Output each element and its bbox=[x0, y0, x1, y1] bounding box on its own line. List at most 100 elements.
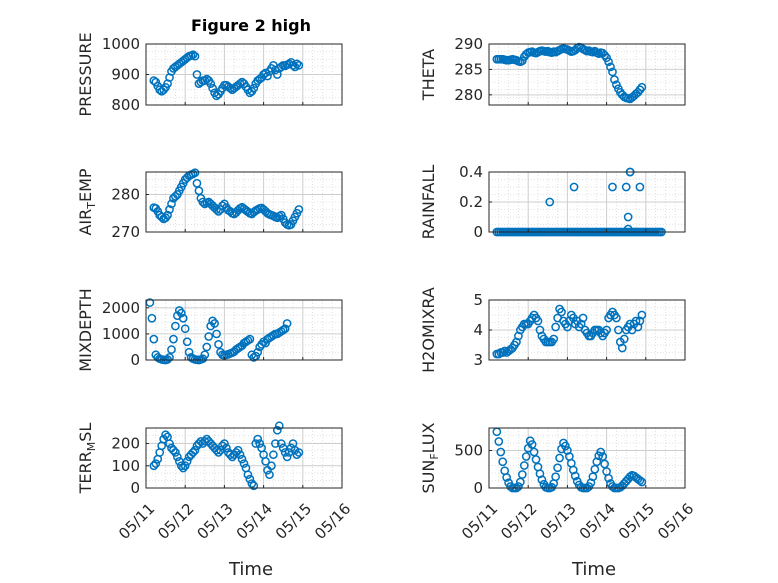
y-tick-label: 270 bbox=[111, 223, 140, 241]
data-point bbox=[210, 319, 219, 328]
y-tick-label: 500 bbox=[454, 442, 483, 460]
y-tick-label: 0.4 bbox=[459, 163, 483, 181]
data-point bbox=[521, 452, 531, 461]
data-point bbox=[171, 448, 180, 457]
data-point bbox=[225, 83, 235, 93]
data-point bbox=[206, 79, 216, 89]
data-point bbox=[502, 473, 511, 482]
data-point bbox=[249, 481, 259, 491]
data-point bbox=[159, 85, 168, 95]
data-point bbox=[292, 59, 302, 69]
data-point bbox=[553, 463, 562, 473]
data-point bbox=[157, 212, 167, 222]
y-axis-label: RAINFALL bbox=[419, 165, 438, 240]
data-point bbox=[169, 334, 178, 344]
x-axis-label-right: Time bbox=[571, 559, 616, 580]
data-point bbox=[590, 464, 600, 474]
data-point bbox=[163, 355, 172, 364]
data-point bbox=[173, 452, 182, 462]
data-point bbox=[251, 439, 261, 448]
data-point bbox=[176, 461, 186, 471]
data-point bbox=[192, 70, 202, 79]
data-point bbox=[569, 182, 579, 192]
data-point bbox=[198, 197, 208, 207]
data-point bbox=[180, 461, 190, 471]
data-point bbox=[578, 313, 588, 323]
data-point bbox=[625, 472, 635, 482]
data-point bbox=[519, 461, 529, 470]
y-tick-label: 280 bbox=[454, 86, 483, 104]
data-point bbox=[212, 205, 221, 214]
y-tick-label: 5 bbox=[473, 291, 483, 309]
data-point bbox=[204, 332, 214, 341]
x-tick-label: 05/13 bbox=[536, 500, 579, 543]
y-tick-label: 3 bbox=[473, 351, 483, 369]
x-tick-label: 05/15 bbox=[272, 500, 315, 543]
data-point bbox=[243, 470, 253, 480]
axes-box bbox=[145, 427, 343, 489]
data-point bbox=[610, 75, 619, 84]
data-point bbox=[245, 334, 255, 344]
data-point bbox=[249, 83, 259, 93]
y-tick-label: 4 bbox=[473, 321, 483, 339]
x-axis-label-left: Time bbox=[228, 559, 273, 580]
data-point bbox=[288, 61, 298, 70]
y-axis-label: THETA bbox=[419, 49, 438, 101]
data-point bbox=[604, 473, 613, 483]
x-tick-label: 05/11 bbox=[115, 500, 158, 543]
y-tick-label: 0 bbox=[130, 479, 140, 497]
data-point bbox=[171, 321, 180, 331]
data-point bbox=[498, 348, 508, 357]
data-point bbox=[282, 452, 292, 462]
data-point bbox=[516, 477, 525, 487]
data-point bbox=[161, 430, 170, 440]
data-point bbox=[637, 82, 647, 92]
data-point bbox=[182, 456, 192, 466]
data-point bbox=[292, 450, 302, 460]
data-point bbox=[294, 61, 304, 70]
y-tick-label: 1000 bbox=[102, 325, 140, 343]
data-point bbox=[235, 450, 245, 460]
data-point bbox=[178, 463, 188, 473]
data-point bbox=[149, 334, 159, 344]
data-point bbox=[178, 313, 188, 323]
y-axis-label: H2OMIXRA bbox=[419, 287, 438, 373]
x-tick-label: 05/13 bbox=[193, 500, 236, 543]
data-point bbox=[237, 454, 247, 464]
data-point bbox=[545, 197, 555, 207]
axes-box bbox=[145, 171, 343, 233]
data-point bbox=[167, 199, 176, 209]
x-tick-label: 05/14 bbox=[233, 500, 276, 543]
data-point bbox=[261, 456, 270, 466]
data-point bbox=[602, 325, 611, 335]
y-tick-label: 285 bbox=[454, 60, 483, 78]
data-point bbox=[245, 474, 255, 484]
y-axis-label: AIRTEMP bbox=[76, 168, 98, 235]
data-point bbox=[551, 322, 560, 332]
data-point bbox=[602, 53, 611, 63]
data-point bbox=[239, 459, 249, 468]
data-point bbox=[274, 421, 284, 431]
data-point bbox=[263, 71, 272, 81]
y-tick-label: 0 bbox=[130, 351, 140, 369]
panel-5: 3 4 5 H2OMIXRA bbox=[419, 287, 686, 373]
data-point bbox=[214, 448, 223, 457]
data-point bbox=[555, 453, 564, 463]
data-point bbox=[202, 342, 212, 352]
axes-box bbox=[488, 427, 686, 489]
x-tick-label: 05/12 bbox=[154, 500, 197, 543]
data-point bbox=[147, 313, 157, 323]
data-point bbox=[188, 50, 198, 60]
data-point bbox=[529, 447, 539, 457]
data-point bbox=[606, 62, 615, 72]
data-point bbox=[263, 465, 272, 475]
figure-title: Figure 2 high bbox=[191, 16, 311, 35]
y-axis-label: MIXDEPTH bbox=[76, 288, 95, 371]
panel-1: 280 285 290 THETA bbox=[419, 35, 686, 106]
data-point bbox=[247, 479, 257, 488]
data-point bbox=[496, 447, 506, 457]
data-point bbox=[494, 437, 504, 446]
data-point bbox=[280, 448, 290, 457]
data-point bbox=[588, 472, 598, 482]
